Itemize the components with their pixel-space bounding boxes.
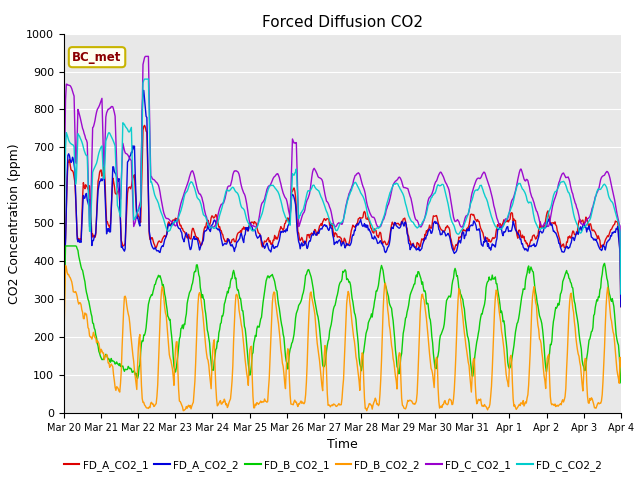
Y-axis label: CO2 Concentration (ppm): CO2 Concentration (ppm) xyxy=(8,143,20,303)
X-axis label: Time: Time xyxy=(327,438,358,451)
Text: BC_met: BC_met xyxy=(72,51,122,64)
Title: Forced Diffusion CO2: Forced Diffusion CO2 xyxy=(262,15,423,30)
Legend: FD_A_CO2_1, FD_A_CO2_2, FD_B_CO2_1, FD_B_CO2_2, FD_C_CO2_1, FD_C_CO2_2: FD_A_CO2_1, FD_A_CO2_2, FD_B_CO2_1, FD_B… xyxy=(60,456,606,475)
